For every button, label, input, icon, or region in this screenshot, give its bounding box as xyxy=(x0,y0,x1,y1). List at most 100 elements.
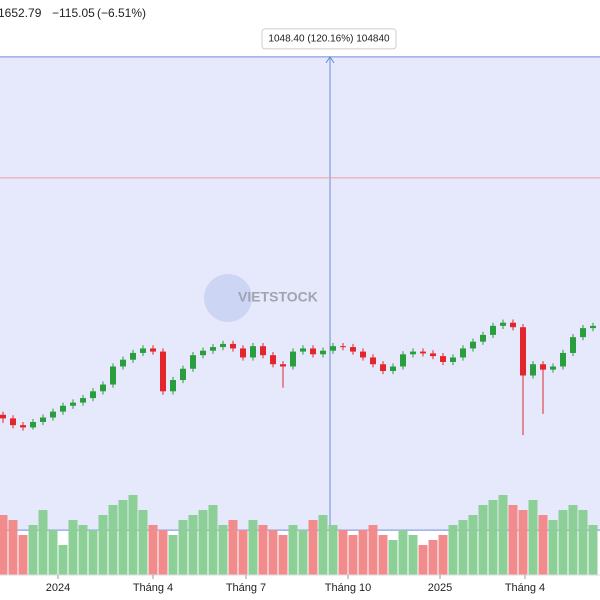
volume-bar xyxy=(158,530,168,575)
candle-body xyxy=(410,351,416,355)
volume-bar xyxy=(298,530,308,575)
candle-body xyxy=(370,357,376,365)
volume-bar xyxy=(518,510,528,575)
candle-body xyxy=(60,405,66,412)
candle-body xyxy=(330,346,336,351)
measure-label: 1048.40 (120.16%) 104840 xyxy=(268,34,390,45)
header-last: 1652.79 xyxy=(0,6,42,20)
volume-bar xyxy=(308,520,318,575)
candle-body xyxy=(130,352,136,360)
volume-bar xyxy=(418,545,428,575)
candle-body xyxy=(520,327,526,376)
candle-body xyxy=(390,366,396,371)
candle-body xyxy=(380,364,386,371)
candle-body xyxy=(350,347,356,352)
volume-bar xyxy=(118,500,128,575)
candle-body xyxy=(0,414,6,419)
volume-bar xyxy=(208,505,218,575)
candle-body xyxy=(430,353,436,357)
volume-bar xyxy=(358,530,368,575)
volume-bar xyxy=(338,530,348,575)
volume-bar xyxy=(58,545,68,575)
volume-bar xyxy=(8,520,18,575)
candle-body xyxy=(230,343,236,349)
candle-body xyxy=(450,357,456,362)
candle-body xyxy=(290,351,296,367)
candle-body xyxy=(570,337,576,353)
candle-body xyxy=(510,322,516,328)
candle-body xyxy=(440,356,446,362)
candle-body xyxy=(300,348,306,352)
volume-bar xyxy=(108,505,118,575)
candle-body xyxy=(70,402,76,406)
volume-bar xyxy=(278,535,288,575)
volume-bar xyxy=(268,530,278,575)
candle-body xyxy=(40,417,46,422)
volume-bar xyxy=(18,535,28,575)
volume-bar xyxy=(128,495,138,575)
volume-bar xyxy=(138,510,148,575)
volume-bar xyxy=(248,520,258,575)
x-tick-label: Tháng 4 xyxy=(133,582,173,594)
candle-body xyxy=(560,352,566,367)
volume-bar xyxy=(538,515,548,575)
candle-body xyxy=(500,322,506,326)
candle-body xyxy=(50,411,56,418)
candle-body xyxy=(110,366,116,385)
volume-bar xyxy=(458,520,468,575)
measure-arrow xyxy=(325,56,335,64)
volume-bar xyxy=(148,525,158,575)
x-tick-label: 2025 xyxy=(428,582,452,594)
x-tick-label: 2024 xyxy=(46,582,70,594)
volume-bar xyxy=(38,510,48,575)
volume-bar xyxy=(288,525,298,575)
candle-body xyxy=(140,348,146,353)
candle-body xyxy=(400,354,406,367)
candle-body xyxy=(200,350,206,356)
volume-bar xyxy=(388,540,398,575)
volume-bar xyxy=(558,510,568,575)
candle-body xyxy=(360,351,366,358)
volume-bar xyxy=(448,525,458,575)
volume-bar xyxy=(88,530,98,575)
volume-bar xyxy=(168,535,178,575)
candle-body xyxy=(580,328,586,338)
candle-body xyxy=(210,347,216,351)
volume-bar xyxy=(68,520,78,575)
volume-bar xyxy=(28,525,38,575)
volume-bar xyxy=(578,510,588,575)
volume-bar xyxy=(468,515,478,575)
volume-bar xyxy=(588,525,598,575)
candle-body xyxy=(220,343,226,348)
candle-body xyxy=(240,348,246,358)
candle-body xyxy=(590,325,596,329)
candle-body xyxy=(340,346,346,348)
volume-bar xyxy=(318,515,328,575)
volume-bar xyxy=(568,505,578,575)
volume-bar xyxy=(498,495,508,575)
candle-body xyxy=(420,351,426,354)
volume-bar xyxy=(78,525,88,575)
volume-bar xyxy=(398,530,408,575)
candle-body xyxy=(250,346,256,358)
candle-body xyxy=(470,341,476,349)
x-tick-label: Tháng 10 xyxy=(325,582,371,594)
watermark-logo xyxy=(204,274,252,322)
x-tick-label: Tháng 7 xyxy=(226,582,266,594)
measure-region xyxy=(0,56,600,531)
candle-body xyxy=(80,398,86,403)
volume-bar xyxy=(198,510,208,575)
candle-body xyxy=(280,364,286,367)
header-change-pct: (−6.51%) xyxy=(97,6,146,20)
candle-body xyxy=(270,355,276,365)
volume-bar xyxy=(218,525,228,575)
volume-bar xyxy=(478,505,488,575)
volume-bar xyxy=(368,525,378,575)
candle-body xyxy=(480,334,486,342)
volume-bar xyxy=(48,530,58,575)
volume-bar xyxy=(0,515,8,575)
candle-body xyxy=(530,364,536,376)
candle-body xyxy=(120,359,126,367)
candle-body xyxy=(90,391,96,399)
